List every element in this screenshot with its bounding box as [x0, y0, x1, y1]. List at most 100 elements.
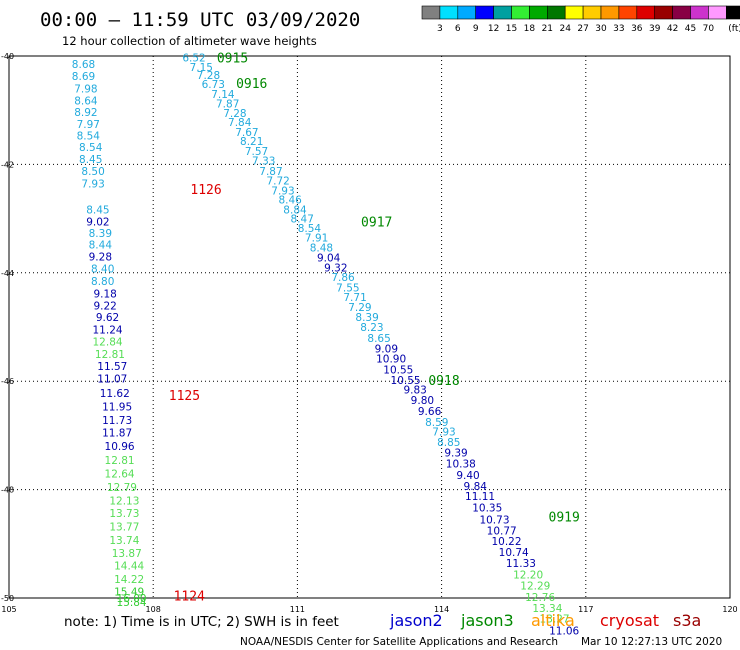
wave-height-label: 9.02 — [86, 216, 109, 228]
scale-label: 42 — [667, 24, 678, 34]
wave-height-label: 15.84 — [117, 597, 147, 609]
wave-height-label: 8.39 — [89, 228, 112, 240]
scale-label: 3 — [437, 24, 443, 34]
wave-height-label: 7.84 — [228, 117, 252, 129]
wave-height-label: 13.73 — [109, 508, 139, 520]
pass-time-label: 0915 — [217, 52, 248, 67]
wave-height-label: 11.87 — [102, 428, 132, 440]
wave-height-label: 8.65 — [367, 333, 390, 345]
wave-height-label: 8.44 — [89, 240, 113, 252]
x-tick-label: 108 — [146, 605, 161, 614]
wave-height-label: 13.87 — [112, 548, 142, 560]
scale-label: 21 — [542, 24, 553, 34]
wave-height-label: 7.91 — [305, 233, 328, 245]
wave-height-label: 7.33 — [252, 156, 275, 168]
wave-height-label: 9.66 — [418, 406, 442, 418]
wave-height-label: 14.22 — [114, 574, 144, 586]
wave-height-label: 9.39 — [444, 448, 467, 460]
wave-height-label: 7.93 — [432, 427, 455, 439]
wave-height-label: 8.92 — [74, 107, 97, 119]
wave-height-label: 7.93 — [81, 178, 104, 190]
wave-height-label: 12.81 — [105, 455, 135, 467]
scale-label: 45 — [685, 24, 696, 34]
scale-label: 27 — [577, 24, 588, 34]
wave-height-label: 10.73 — [479, 514, 509, 526]
pass-time-label: 0917 — [361, 215, 392, 230]
wave-height-label: 9.22 — [93, 300, 116, 312]
wave-height-label: 9.18 — [93, 288, 116, 300]
wave-height-label: 8.40 — [91, 263, 114, 275]
scale-swatch — [690, 5, 709, 20]
wave-height-label: 7.98 — [74, 84, 97, 96]
wave-height-label: 7.97 — [77, 119, 100, 131]
y-tick-label: -40 — [1, 52, 14, 61]
satellite-name-jason2: jason2 — [389, 611, 443, 630]
wave-height-label: 7.28 — [223, 108, 246, 120]
wave-height-label: 9.84 — [464, 481, 488, 493]
wave-height-label: 8.84 — [283, 204, 307, 216]
pass-time-label: 1126 — [190, 183, 221, 198]
x-tick-label: 111 — [290, 605, 305, 614]
wave-height-label: 6.52 — [182, 53, 205, 65]
wave-height-label: 7.72 — [266, 176, 289, 188]
scale-swatch — [493, 5, 512, 20]
wave-height-label: 11.73 — [102, 415, 132, 427]
wave-height-label: 11.57 — [97, 361, 127, 373]
wave-height-label: 7.57 — [245, 146, 268, 158]
scale-swatch — [582, 5, 602, 20]
wave-height-label: 7.87 — [259, 166, 282, 178]
wave-height-label: 15.49 — [114, 586, 144, 598]
scale-label: 39 — [649, 24, 661, 34]
track-marks: 8.688.697.988.648.927.978.548.548.458.50… — [72, 52, 580, 638]
satellite-name-altika: altika — [531, 611, 575, 630]
x-tick-label: 117 — [578, 605, 593, 614]
pass-time-label: 1125 — [169, 389, 200, 404]
scale-swatch — [725, 5, 740, 20]
scale-swatch — [511, 5, 530, 20]
chart-subtitle: 12 hour collection of altimeter wave hei… — [62, 34, 317, 48]
scale-swatch — [708, 5, 727, 20]
wave-height-label: 8.54 — [298, 223, 322, 235]
x-tick-label: 120 — [722, 605, 737, 614]
wave-height-label: 10.35 — [472, 502, 502, 514]
wave-height-label: 8.54 — [77, 131, 101, 143]
wave-height-label: 7.87 — [216, 99, 239, 111]
pass-time-label: 1124 — [174, 589, 205, 604]
scale-label: 15 — [506, 24, 517, 34]
wave-height-label: 6.73 — [202, 79, 225, 91]
scale-swatch — [457, 5, 476, 20]
scale-label: (ft) — [728, 24, 740, 34]
scale-label: 18 — [524, 24, 536, 34]
chart-grid — [9, 56, 730, 598]
y-tick-label: -46 — [1, 377, 14, 386]
wave-height-label: 12.76 — [525, 592, 555, 604]
wave-height-label: 8.47 — [291, 214, 314, 226]
scale-swatch — [421, 5, 441, 20]
wave-height-label: 8.48 — [310, 242, 333, 254]
scale-swatch — [618, 5, 638, 20]
wave-height-label: 7.93 — [271, 185, 294, 197]
wave-height-label: 9.40 — [456, 470, 479, 482]
wave-height-label: 9.32 — [324, 262, 347, 274]
wave-height-label: 11.95 — [102, 402, 132, 414]
wave-height-label: 8.23 — [360, 322, 383, 334]
scale-swatch — [564, 5, 584, 20]
x-tick-labels: 105 108 111 114 117 120 — [1, 605, 737, 614]
footer-timestamp: Mar 10 12:27:13 UTC 2020 — [581, 636, 722, 648]
scale-label: 12 — [488, 24, 499, 34]
scale-swatch — [475, 5, 494, 20]
wave-height-label: 16.00 — [117, 593, 147, 605]
wave-height-label: 7.29 — [348, 302, 371, 314]
wave-height-label: 10.22 — [491, 536, 521, 548]
wave-height-label: 9.80 — [411, 395, 434, 407]
wave-height-label: 8.54 — [79, 142, 103, 154]
pass-time-label: 0919 — [549, 511, 580, 526]
wave-height-label: 8.50 — [81, 166, 104, 178]
y-tick-labels: -40 -42 -44 -46 -48 -50 — [1, 52, 14, 603]
wave-height-label: 10.77 — [487, 525, 517, 537]
pass-time-label: 0916 — [236, 77, 267, 92]
wave-height-label: 11.07 — [97, 373, 127, 385]
wave-height-label: 14.44 — [114, 560, 144, 572]
scale-label: 24 — [559, 24, 571, 34]
satellite-legend: jason2 jason3 altika cryosat s3a — [389, 611, 701, 630]
